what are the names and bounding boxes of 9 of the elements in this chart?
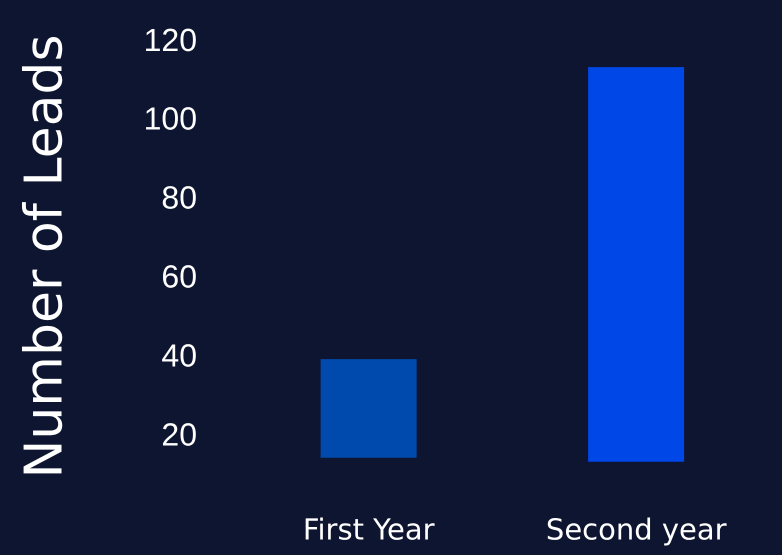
y-tick-label: 80 <box>161 180 197 216</box>
y-tick-label: 40 <box>161 338 197 374</box>
y-tick-label: 120 <box>144 22 197 58</box>
y-tick-label: 20 <box>161 416 197 452</box>
y-axis-title: Number of Leads <box>14 34 74 479</box>
x-tick-label: First Year <box>302 512 435 547</box>
y-tick-label: 60 <box>161 258 197 295</box>
x-tick-label: Second year <box>546 512 727 547</box>
y-tick-label: 100 <box>144 100 197 137</box>
